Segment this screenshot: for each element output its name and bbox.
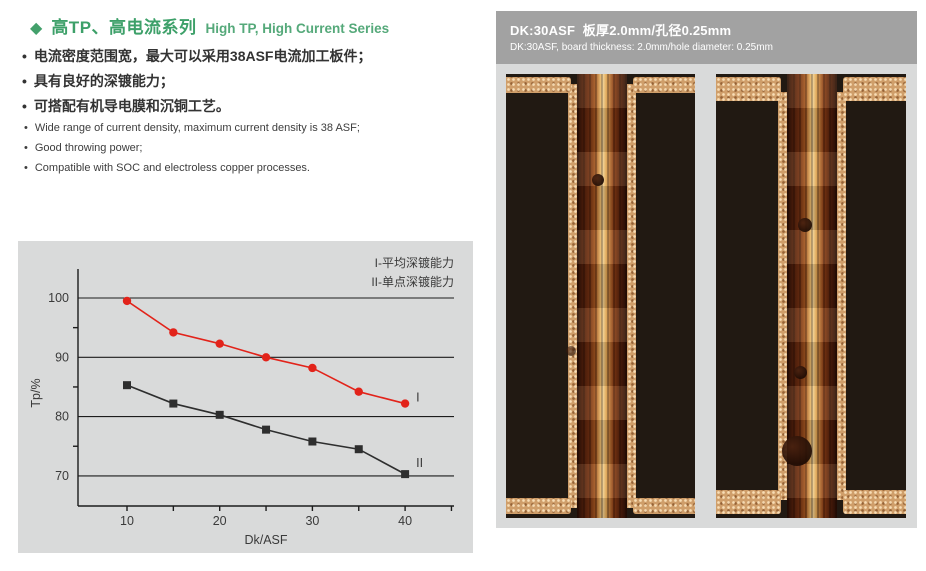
bullet-text: 可搭配有机导电膜和沉铜工艺。: [33, 98, 230, 114]
diamond-icon: ◆: [30, 20, 43, 37]
svg-text:40: 40: [398, 514, 412, 528]
series-end-label: II: [416, 456, 423, 470]
via-cross-section-photo-2: [716, 74, 906, 518]
copper-layer: [506, 498, 571, 514]
svg-text:II-单点深镀能力: II-单点深镀能力: [371, 275, 454, 289]
legend: I-平均深镀能力 II-单点深镀能力: [371, 256, 454, 289]
void-blob: [798, 218, 812, 232]
data-point: [123, 381, 131, 390]
bullet-text: Compatible with SOC and electroless copp…: [34, 162, 310, 174]
via-cross-section-photo-1: [506, 74, 695, 518]
bullet-dot-icon: •: [24, 122, 28, 134]
bullet-text: 具有良好的深镀能力；: [33, 73, 174, 89]
bullet-dot-icon: •: [22, 98, 27, 114]
page-title: ◆ 高TP、高电流系列 High TP, High Current Series: [30, 13, 389, 40]
photo-caption-english: DK:30ASF, board thickness: 2.0mm/hole di…: [510, 42, 773, 53]
x-axis-label: Dk/ASF: [244, 533, 287, 547]
data-point: [354, 445, 363, 454]
data-point: [308, 437, 317, 446]
copper-layer: [843, 77, 906, 101]
series-I: I: [122, 296, 420, 408]
photo-panel-header: DK:30ASF 板厚2.0mm/孔径0.25mm DK:30ASF, boar…: [496, 11, 917, 64]
copper-layer: [633, 498, 695, 514]
svg-text:90: 90: [55, 350, 69, 364]
copper-layer: [716, 490, 781, 514]
svg-text:80: 80: [55, 410, 69, 424]
bullet-dot-icon: •: [22, 48, 27, 64]
svg-text:100: 100: [48, 291, 69, 305]
photo-caption-chinese: DK:30ASF 板厚2.0mm/孔径0.25mm: [510, 23, 732, 38]
data-point: [262, 425, 271, 434]
data-point: [401, 470, 410, 479]
void-blob: [566, 346, 576, 356]
bullet-dot-icon: •: [22, 73, 27, 89]
bullet-text: 电流密度范围宽，最大可以采用38ASF电流加工板件；: [33, 48, 372, 64]
void-blob: [592, 174, 604, 186]
copper-layer: [506, 77, 571, 93]
series-end-label: I: [416, 391, 419, 405]
bullet-item: • Compatible with SOC and electroless cop…: [24, 158, 360, 178]
svg-text:30: 30: [305, 514, 319, 528]
hole-wall-left: [778, 92, 787, 500]
tick-labels: 70 80 90 100 10 20 30 40: [48, 291, 412, 528]
bullet-item: • 具有良好的深镀能力；: [22, 69, 371, 94]
gridlines: [78, 297, 454, 477]
data-point: [215, 410, 224, 419]
bullet-dot-icon: •: [24, 142, 28, 154]
copper-layer: [843, 490, 906, 514]
void-blob: [794, 366, 807, 379]
y-axis-label: Tp/%: [29, 378, 43, 407]
series-II: II: [123, 381, 423, 479]
svg-text:20: 20: [213, 514, 227, 528]
data-point: [261, 353, 271, 362]
bullet-list-chinese: • 电流密度范围宽，最大可以采用38ASF电流加工板件； • 具有良好的深镀能力； • 可…: [22, 44, 371, 119]
tp-chart-panel: 70 80 90 100 10 20 30 40 Tp/% Dk/ASF I-平均深镀能力 II-单点…: [18, 241, 473, 553]
bullet-list-english: • Wide range of current density, maximum …: [24, 118, 360, 178]
data-point: [169, 328, 178, 337]
data-point: [122, 296, 132, 306]
svg-text:70: 70: [55, 469, 69, 483]
void-blob: [782, 436, 812, 466]
bullet-item: • Good throwing power;: [24, 138, 360, 158]
data-point: [400, 399, 410, 408]
hole-wall-left: [568, 84, 577, 508]
bullet-text: Wide range of current density, maximum c…: [34, 122, 360, 134]
title-chinese: 高TP、高电流系列: [51, 18, 197, 37]
bullet-item: • 可搭配有机导电膜和沉铜工艺。: [22, 94, 371, 119]
hole-wall-right: [837, 92, 846, 500]
hole-wall-right: [627, 84, 636, 508]
photo-panel-body: [496, 64, 917, 528]
data-point: [169, 399, 178, 408]
plated-hole-center: [577, 74, 627, 518]
bullet-item: • Wide range of current density, maximum …: [24, 118, 360, 138]
axes: [73, 269, 454, 511]
bullet-item: • 电流密度范围宽，最大可以采用38ASF电流加工板件；: [22, 44, 371, 69]
bullet-text: Good throwing power;: [34, 142, 143, 154]
svg-text:I-平均深镀能力: I-平均深镀能力: [375, 256, 454, 270]
copper-layer: [633, 77, 695, 93]
copper-layer: [716, 77, 781, 101]
svg-text:10: 10: [120, 514, 134, 528]
tp-line-chart: 70 80 90 100 10 20 30 40 Tp/% Dk/ASF I-平均深镀能力 II-单点…: [29, 256, 454, 547]
data-point: [215, 339, 224, 348]
data-point: [354, 387, 363, 396]
title-english: High TP, High Current Series: [205, 21, 390, 36]
bullet-dot-icon: •: [24, 162, 28, 174]
data-point: [308, 363, 317, 373]
